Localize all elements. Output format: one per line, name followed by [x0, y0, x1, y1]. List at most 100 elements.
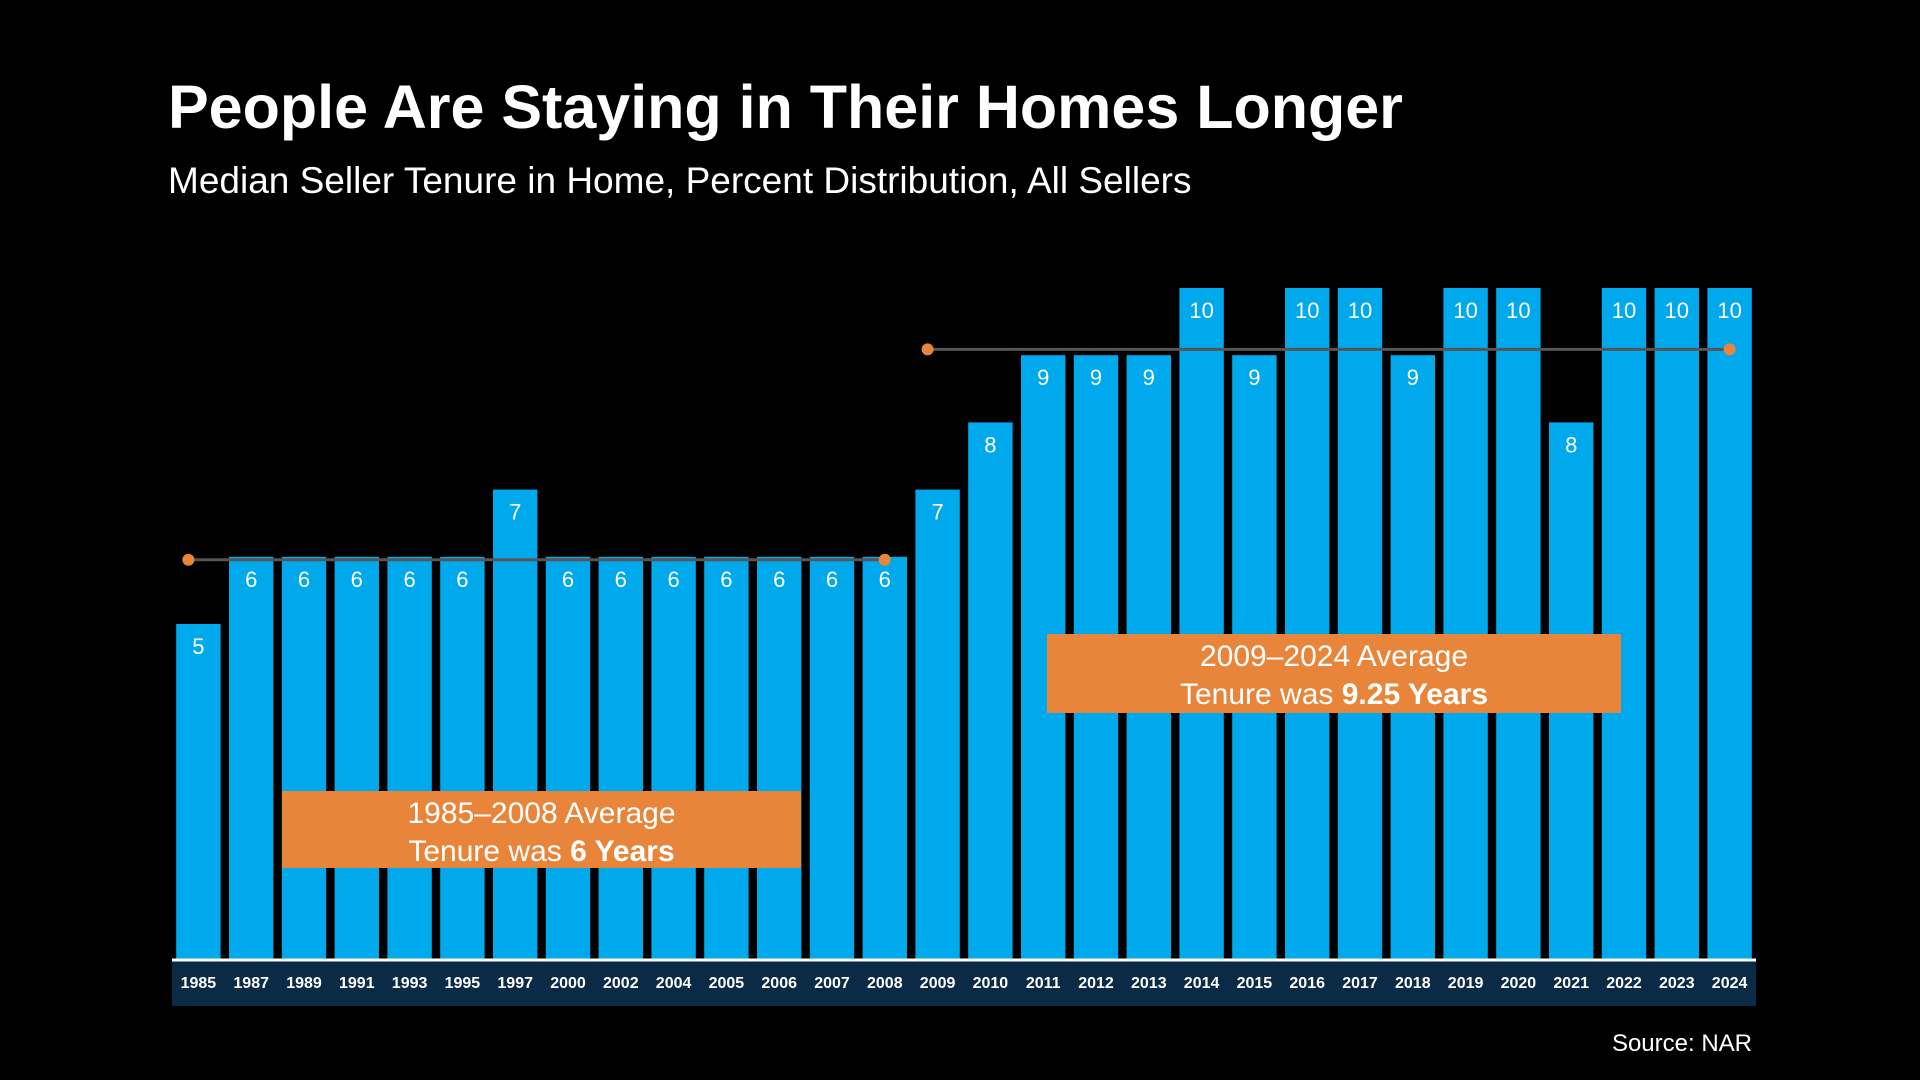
tick-label-2019: 2019	[1448, 975, 1484, 992]
bar-2004	[651, 556, 696, 960]
value-label-2009: 7	[931, 500, 943, 525]
bar-1985	[176, 624, 221, 960]
tick-label-2015: 2015	[1237, 975, 1273, 992]
callout-line2-prefix: Tenure was	[1179, 678, 1342, 711]
callout-line1: 2009–2024 Average	[1199, 640, 1469, 673]
tick-label-2018: 2018	[1395, 975, 1431, 992]
tick-label-2005: 2005	[709, 975, 745, 992]
value-label-2015: 9	[1248, 365, 1260, 390]
bar-1987	[229, 556, 274, 960]
value-label-1989: 6	[298, 567, 310, 592]
tick-label-2006: 2006	[761, 975, 797, 992]
average-line-late-end-dot	[1723, 343, 1736, 356]
source-note: Source: NAR	[1611, 1030, 1752, 1057]
tick-label-1997: 1997	[497, 975, 533, 992]
value-label-2018: 9	[1407, 365, 1419, 390]
tick-label-2004: 2004	[656, 975, 692, 992]
chart-subtitle: Median Seller Tenure in Home, Percent Di…	[168, 160, 1192, 201]
average-lines-group	[182, 343, 1736, 566]
value-label-2020: 10	[1506, 298, 1530, 323]
value-label-2002: 6	[615, 567, 627, 592]
callout-line1: 1985–2008 Average	[407, 797, 676, 830]
tick-label-2024: 2024	[1712, 975, 1748, 992]
value-label-2024: 10	[1717, 298, 1741, 323]
tick-label-1995: 1995	[445, 975, 481, 992]
value-label-2017: 10	[1348, 298, 1372, 323]
value-label-2007: 6	[826, 567, 838, 592]
value-label-1987: 6	[245, 567, 257, 592]
bar-2023	[1654, 288, 1699, 960]
value-label-2000: 6	[562, 567, 574, 592]
value-label-1997: 7	[509, 500, 521, 525]
tick-label-2008: 2008	[867, 975, 903, 992]
bar-2009	[915, 489, 960, 960]
bar-2006	[757, 556, 802, 960]
bar-2020	[1496, 288, 1541, 960]
bar-2017	[1337, 288, 1383, 960]
value-label-2023: 10	[1665, 298, 1689, 323]
value-label-2008: 6	[879, 567, 891, 592]
bar-2000	[545, 556, 591, 960]
value-label-2006: 6	[773, 567, 785, 592]
value-label-2021: 8	[1565, 432, 1577, 457]
bar-2019	[1443, 288, 1488, 960]
tick-label-2021: 2021	[1553, 975, 1589, 992]
value-label-1993: 6	[403, 567, 415, 592]
value-label-2013: 9	[1143, 365, 1155, 390]
value-label-2010: 8	[984, 432, 996, 457]
bar-1993	[387, 556, 432, 960]
tick-label-2016: 2016	[1289, 975, 1325, 992]
tick-label-2014: 2014	[1184, 975, 1220, 992]
tick-label-2013: 2013	[1131, 975, 1167, 992]
callout-line2-prefix: Tenure was	[408, 835, 571, 868]
bar-2005	[704, 556, 749, 960]
tick-label-2009: 2009	[920, 975, 956, 992]
chart-title: People Are Staying in Their Homes Longer	[168, 73, 1403, 141]
value-label-2005: 6	[720, 567, 732, 592]
value-label-1995: 6	[456, 567, 468, 592]
x-tick-labels-group: 1985 1987 1989 1991 1993 1995 1997 2000 2002 2004…	[181, 975, 1748, 992]
value-label-1991: 6	[351, 567, 363, 592]
tick-label-2002: 2002	[603, 975, 639, 992]
value-label-2022: 10	[1612, 298, 1636, 323]
value-label-2011: 9	[1037, 365, 1049, 390]
average-line-early-start-dot	[182, 553, 195, 566]
tick-label-2022: 2022	[1606, 975, 1642, 992]
value-label-2016: 10	[1295, 298, 1319, 323]
tick-label-2020: 2020	[1501, 975, 1537, 992]
tick-label-2007: 2007	[814, 975, 850, 992]
bar-2008	[862, 556, 907, 960]
value-labels-group: 5 6 6 6 6 6 7 6 6 6 6 6 6 6 7 8 9 9 9 10 9 10 10 9 10 10 8 10 10 10	[192, 298, 1742, 659]
average-line-early-end-dot	[878, 553, 891, 566]
tick-label-2010: 2010	[973, 975, 1009, 992]
tick-label-2017: 2017	[1342, 975, 1378, 992]
bar-2016	[1285, 288, 1330, 960]
bar-2007	[809, 556, 855, 960]
value-label-2012: 9	[1090, 365, 1102, 390]
average-line-late-start-dot	[921, 343, 934, 356]
callout-line2: Tenure was 6 Years	[282, 833, 801, 871]
average-callout-2009-2024: 2009–2024 Average Tenure was 9.25 Years	[1047, 634, 1621, 713]
tick-label-1993: 1993	[392, 975, 428, 992]
callout-line2: Tenure was 9.25 Years	[1047, 676, 1621, 714]
tick-label-2012: 2012	[1078, 975, 1114, 992]
x-axis-band	[172, 960, 1756, 1006]
bar-2014	[1179, 288, 1224, 960]
callout-line2-bold: 9.25 Years	[1341, 678, 1488, 711]
bar-1989	[281, 556, 327, 960]
bar-1991	[334, 556, 379, 960]
bar-1997	[493, 489, 538, 960]
tick-label-1987: 1987	[233, 975, 269, 992]
bar-1995	[440, 556, 485, 960]
tick-label-1991: 1991	[339, 975, 375, 992]
value-label-2004: 6	[667, 567, 679, 592]
bars-group	[176, 288, 1752, 960]
bar-2022	[1601, 288, 1647, 960]
value-label-1985: 5	[192, 634, 204, 659]
tick-label-2011: 2011	[1026, 975, 1061, 992]
tick-label-2000: 2000	[550, 975, 586, 992]
value-label-2019: 10	[1453, 298, 1477, 323]
bar-2024	[1707, 288, 1752, 960]
bar-2002	[598, 556, 643, 960]
tick-label-1985: 1985	[181, 975, 217, 992]
